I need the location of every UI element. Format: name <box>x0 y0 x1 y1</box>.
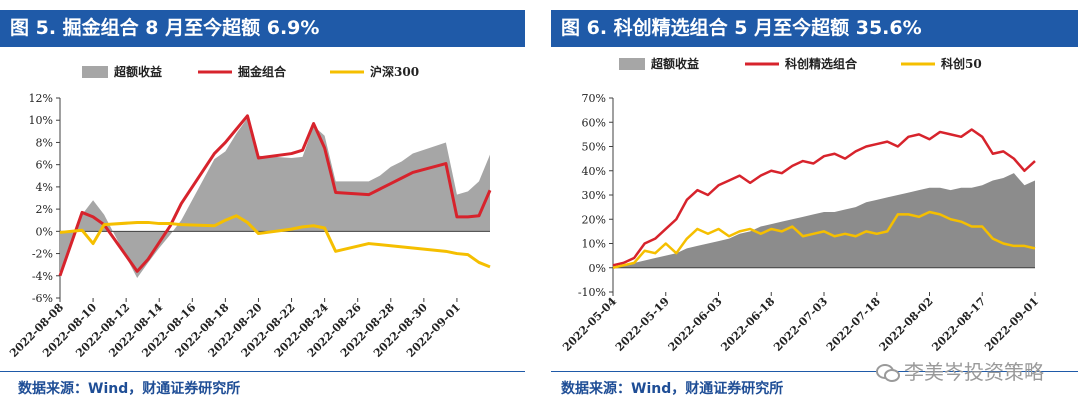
y-tick-label: -6% <box>32 292 53 305</box>
x-tick-label: 2022-08-17 <box>929 295 988 354</box>
watermark[interactable]: 李美岑投资策略 <box>876 356 1044 385</box>
source-note[interactable]: 数据来源：Wind，财通证券研究所 <box>18 381 241 397</box>
x-tick-label: 2022-07-18 <box>824 295 883 354</box>
legend-label: 超额收益 <box>650 56 699 71</box>
divider <box>551 371 1078 372</box>
x-tick-label: 2022-08-02 <box>877 295 936 354</box>
series-line-portfolio <box>612 128 1036 267</box>
chart-panel-right: 图 6. 科创精选组合 5 月至今超额 35.6% 超额收益 科创精选组合 科创50… <box>551 0 1080 419</box>
source-note[interactable]: 数据来源：Wind，财通证券研究所 <box>561 381 784 397</box>
legend-label: 沪深300 <box>370 64 419 79</box>
y-tick-label: 30% <box>582 189 606 202</box>
x-tick-label: 2022-05-19 <box>613 295 672 354</box>
y-tick-label: 8% <box>36 136 53 149</box>
watermark-text: 李美岑投资策略 <box>904 360 1044 384</box>
series-area-excess <box>60 118 490 278</box>
legend-label: 科创精选组合 <box>785 56 858 71</box>
y-tick-label: 2% <box>36 203 53 216</box>
y-tick-label: 50% <box>582 141 606 154</box>
series-line-index <box>612 210 1036 269</box>
y-tick-label: -4% <box>32 270 53 283</box>
y-tick-label: 0% <box>36 225 53 238</box>
y-tick-label: 10% <box>582 238 606 251</box>
x-tick-label: 2022-09-01 <box>982 295 1041 354</box>
y-tick-label: 20% <box>582 213 606 226</box>
x-tick-label: 2022-06-18 <box>718 295 777 354</box>
series-line-index <box>59 214 491 269</box>
legend-swatch <box>619 58 645 70</box>
divider <box>0 371 525 372</box>
chart-panel-left: 图 5. 掘金组合 8 月至今超额 6.9% 超额收益 掘金组合 沪深300 12% 1… <box>0 0 525 419</box>
series-line-portfolio <box>58 114 492 277</box>
x-tick-label: 2022-06-03 <box>666 295 725 354</box>
y-tick-label: 4% <box>36 181 53 194</box>
y-tick-label: 12% <box>29 92 53 105</box>
chart-title: 图 5. 掘金组合 8 月至今超额 6.9% <box>0 10 525 47</box>
legend-label: 科创50 <box>941 56 982 71</box>
y-tick-label: 70% <box>582 92 606 105</box>
y-tick-label: -2% <box>32 248 53 261</box>
legend-label: 超额收益 <box>113 64 162 79</box>
y-tick-label: 40% <box>582 165 606 178</box>
chart-title: 图 6. 科创精选组合 5 月至今超额 35.6% <box>551 10 1078 47</box>
y-tick-label: -10% <box>578 286 606 299</box>
y-tick-label: 0% <box>589 262 606 275</box>
legend-swatch <box>82 66 108 78</box>
wechat-icon <box>876 362 900 382</box>
y-tick-label: 6% <box>36 159 53 172</box>
x-tick-label: 2022-05-04 <box>560 295 619 354</box>
legend-label: 掘金组合 <box>238 64 287 79</box>
chart-svg-right: 超额收益 科创精选组合 科创50 70% 60% 50% 40% 30% 20% 10% 0% -10… <box>560 56 1041 354</box>
chart-svg-left: 超额收益 掘金组合 沪深30012%10%8%6%4%2%0%-2%-4%-6%20… <box>7 64 492 360</box>
y-tick-label: 10% <box>29 114 53 127</box>
y-tick-label: 60% <box>582 116 606 129</box>
series-area-excess <box>613 173 1035 268</box>
x-tick-label: 2022-07-03 <box>771 295 830 354</box>
